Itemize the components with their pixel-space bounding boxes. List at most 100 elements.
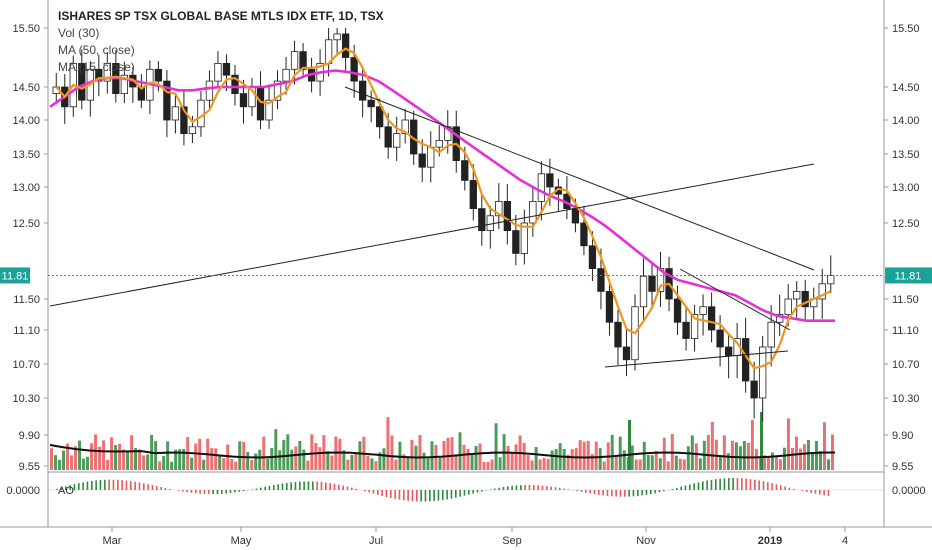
ao-bar	[762, 481, 765, 490]
volume-bar	[510, 453, 514, 470]
y-tick-label-left: 10.30	[12, 393, 40, 405]
candle-body	[784, 298, 792, 315]
volume-bar	[614, 455, 618, 470]
volume-bar	[566, 454, 570, 470]
volume-bar	[342, 450, 346, 470]
ao-bar	[346, 486, 349, 490]
volume-bar	[130, 435, 134, 470]
ao-bar	[130, 481, 132, 490]
candle-body	[265, 99, 273, 121]
volume-bar	[274, 429, 278, 470]
ao-bar	[546, 485, 548, 490]
ao-bar	[190, 490, 193, 493]
ao-bar	[95, 480, 97, 490]
ao-bar	[650, 490, 652, 495]
ao-bar	[520, 485, 522, 490]
candle-body	[401, 119, 409, 134]
volume-bar	[574, 448, 578, 470]
candle-body	[793, 290, 801, 300]
volume-bar	[170, 461, 174, 470]
ao-bar	[585, 490, 587, 493]
volume-bar	[750, 419, 754, 470]
ao-bar	[741, 478, 743, 490]
y-tick-label-left: 14.50	[12, 82, 40, 94]
ao-bar	[268, 485, 271, 490]
volume-bar	[278, 450, 282, 470]
volume-bar	[222, 458, 226, 470]
candle-body	[690, 314, 699, 339]
ao-bar	[710, 479, 713, 490]
volume-bar	[742, 440, 746, 470]
ao-bar	[112, 479, 115, 490]
candle-body	[384, 126, 392, 148]
volume-bar	[634, 459, 638, 470]
y-tick-label-left: 13.00	[12, 182, 40, 194]
volume-bar	[498, 457, 502, 470]
volume-bar	[394, 459, 398, 470]
candle-body	[154, 68, 163, 82]
ao-bar	[806, 490, 808, 493]
volume-bar	[250, 459, 254, 470]
candle-body	[180, 106, 188, 135]
last-price-badge-right	[885, 267, 932, 284]
volume-bar	[546, 458, 550, 470]
candle-body	[282, 68, 290, 82]
y-tick-label-left: 9.55	[19, 461, 40, 473]
volume-bar	[346, 459, 350, 470]
trendline-support	[604, 350, 789, 368]
ao-bar	[715, 479, 717, 490]
ao-bar	[147, 484, 149, 490]
y-tick-label-left: 11.10	[13, 325, 40, 337]
x-tick-label: Mar	[103, 535, 122, 547]
ao-bar	[108, 479, 110, 490]
volume-bar	[374, 461, 378, 470]
ao-bar	[251, 489, 253, 490]
y-tick-label-left: 10.70	[12, 359, 40, 371]
volume-bar	[814, 440, 818, 470]
x-tick-label: 4	[842, 535, 848, 547]
ao-bar	[364, 490, 366, 492]
volume-bar	[226, 444, 230, 470]
volume-bar	[82, 458, 86, 470]
ao-bar	[160, 487, 162, 490]
volume-bar	[470, 453, 474, 470]
candle-body	[103, 63, 111, 82]
volume-bar	[254, 453, 258, 470]
ao-bar	[641, 490, 643, 496]
volume-bar	[526, 455, 530, 470]
candle-body	[673, 298, 682, 323]
volume-bar	[678, 458, 682, 470]
volume-bar	[722, 435, 726, 470]
ao-bar	[437, 490, 440, 501]
volume-bar	[110, 437, 114, 470]
ao-bar	[424, 490, 427, 502]
ao-bar	[693, 483, 695, 490]
ao-bar	[320, 482, 323, 490]
volume-bar	[354, 452, 358, 470]
ao-bar	[351, 487, 353, 490]
candle-body	[290, 51, 299, 70]
ao-bar	[164, 488, 167, 490]
ao-bar	[606, 490, 609, 496]
ao-bar	[143, 483, 145, 490]
candle-body	[622, 346, 631, 361]
ao-bar	[723, 478, 726, 490]
ao-bar	[702, 481, 704, 490]
volume-bar	[494, 423, 498, 470]
candle-body	[239, 93, 248, 108]
volume-bar	[438, 458, 442, 470]
ao-bar	[507, 486, 509, 490]
ao-bar	[307, 481, 310, 490]
volume-bar	[174, 449, 178, 470]
ao-bar	[195, 490, 197, 494]
volume-bar	[570, 449, 574, 470]
volume-bar	[754, 448, 758, 470]
volume-bar	[370, 458, 374, 470]
ao-bar	[125, 480, 128, 490]
x-tick-label: Jul	[369, 535, 383, 547]
volume-bar	[774, 457, 778, 470]
volume-bar	[482, 461, 486, 470]
volume-bar	[74, 446, 78, 470]
candle-body	[350, 57, 358, 82]
